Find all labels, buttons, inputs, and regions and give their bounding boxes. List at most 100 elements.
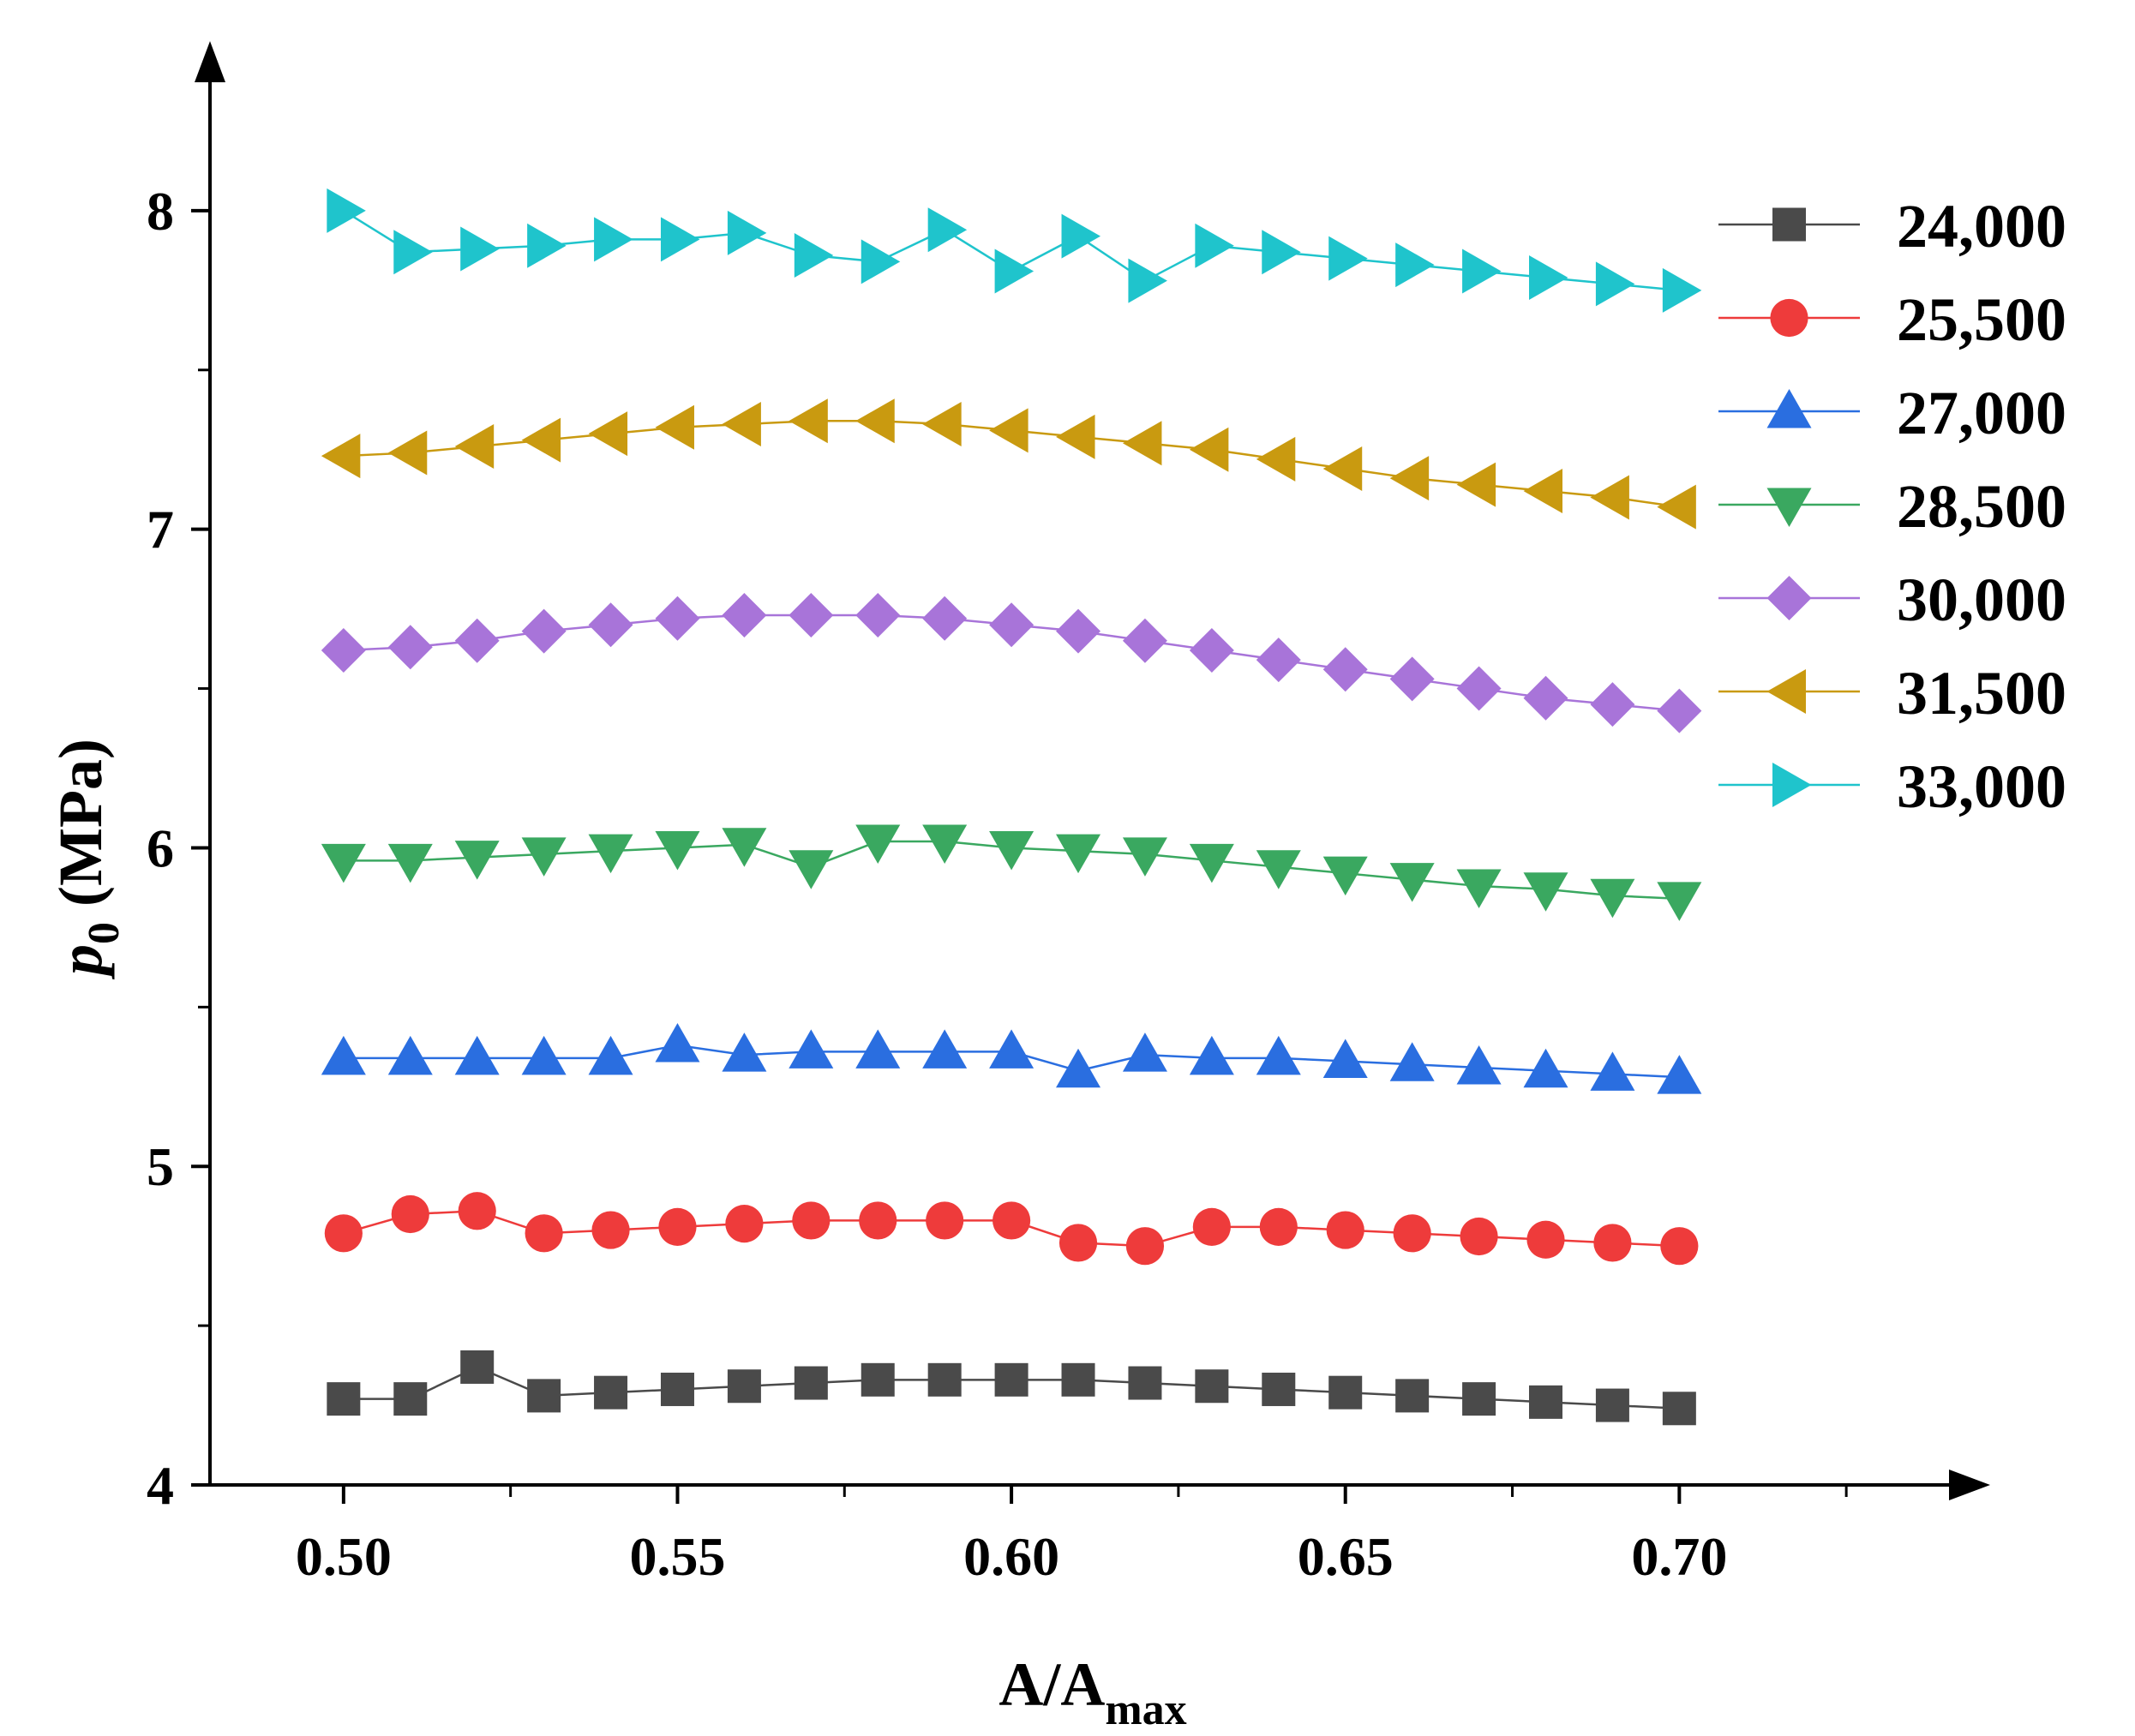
data-point	[989, 408, 1029, 453]
data-point	[1657, 484, 1696, 530]
data-point	[521, 417, 561, 463]
data-point	[1389, 1042, 1435, 1081]
data-point	[1256, 638, 1301, 683]
data-point	[1462, 248, 1502, 294]
data-point	[1122, 421, 1162, 466]
x-tick-label: 0.50	[296, 1526, 392, 1587]
x-axis-arrow	[1949, 1470, 1990, 1500]
data-point	[927, 207, 968, 253]
series-layer	[321, 188, 1702, 1426]
y-tick-label: 4	[147, 1455, 174, 1516]
data-point	[1259, 1207, 1298, 1246]
data-point	[1122, 618, 1167, 663]
data-point	[926, 1201, 964, 1240]
data-point	[393, 1382, 428, 1416]
data-point	[1192, 1207, 1231, 1246]
series-30000	[321, 593, 1702, 733]
data-point	[1262, 1372, 1296, 1406]
data-point	[1322, 1039, 1368, 1079]
data-point	[989, 1029, 1035, 1069]
y-axis-title: p0 (MPa)	[46, 739, 129, 980]
data-point	[794, 1366, 828, 1400]
data-point	[321, 1035, 366, 1075]
data-point	[1662, 267, 1702, 313]
data-point	[1256, 850, 1301, 889]
legend-entry: 24,000	[1718, 192, 2066, 260]
data-point	[722, 828, 767, 867]
data-point	[1456, 462, 1496, 507]
data-point	[521, 837, 567, 877]
data-point	[727, 210, 767, 255]
legend-label: 24,000	[1897, 192, 2066, 260]
data-point	[1662, 1392, 1696, 1426]
data-point	[1528, 254, 1568, 300]
data-point	[588, 834, 633, 874]
data-point	[1460, 1217, 1498, 1256]
y-tick-label: 8	[147, 181, 174, 242]
data-point	[588, 1035, 633, 1075]
data-point	[1326, 1211, 1364, 1249]
data-point	[1128, 1366, 1162, 1400]
data-point	[458, 1192, 496, 1230]
data-point	[588, 602, 633, 648]
data-point	[588, 411, 628, 457]
data-point	[594, 217, 633, 262]
data-point	[922, 824, 968, 865]
series-27000	[321, 1022, 1702, 1094]
data-point	[922, 596, 968, 641]
data-point	[1590, 878, 1635, 919]
legend-label: 31,500	[1897, 659, 2066, 727]
data-point	[922, 401, 962, 446]
legend-label: 25,500	[1897, 285, 2066, 354]
x-tick-label: 0.55	[629, 1526, 725, 1587]
data-point	[1328, 1375, 1363, 1410]
x-axis-title: A/Amax	[999, 1650, 1186, 1732]
legend-entry: 27,000	[1718, 379, 2066, 447]
data-point	[855, 593, 901, 638]
legend-marker	[1770, 298, 1808, 338]
data-point	[1256, 436, 1296, 482]
data-point	[655, 1022, 700, 1063]
data-point	[591, 1211, 630, 1249]
data-point	[660, 1372, 694, 1406]
data-point	[594, 1375, 628, 1410]
data-point	[321, 434, 361, 479]
data-point	[1322, 856, 1368, 896]
data-point	[1657, 1055, 1702, 1094]
data-point	[1056, 1048, 1101, 1088]
data-point	[1322, 446, 1363, 492]
data-point	[722, 1033, 767, 1072]
data-point	[989, 602, 1035, 648]
data-point	[655, 830, 700, 871]
data-point	[1128, 258, 1167, 303]
data-point	[327, 1382, 361, 1416]
data-point	[1061, 1362, 1095, 1397]
data-point	[454, 1035, 500, 1075]
data-point	[321, 627, 366, 673]
data-point	[1189, 1035, 1234, 1075]
legend-marker	[1772, 763, 1812, 807]
data-point	[387, 843, 433, 883]
data-point	[927, 1362, 962, 1397]
legend-marker	[1766, 389, 1812, 428]
data-point	[527, 1379, 561, 1413]
data-point	[387, 625, 433, 670]
data-point	[861, 239, 901, 284]
data-point	[1590, 1051, 1635, 1091]
data-point	[655, 596, 700, 641]
data-point	[454, 618, 500, 663]
data-point	[1195, 223, 1234, 268]
data-point	[722, 593, 767, 638]
data-point	[727, 1369, 761, 1404]
data-point	[1189, 843, 1234, 883]
data-point	[1122, 837, 1167, 877]
data-point	[722, 401, 761, 446]
data-point	[521, 1035, 567, 1075]
data-point	[521, 608, 567, 654]
legend-entry: 25,500	[1718, 285, 2066, 354]
data-point	[1595, 1388, 1629, 1422]
data-point	[391, 1194, 429, 1234]
data-point	[1393, 1214, 1431, 1253]
